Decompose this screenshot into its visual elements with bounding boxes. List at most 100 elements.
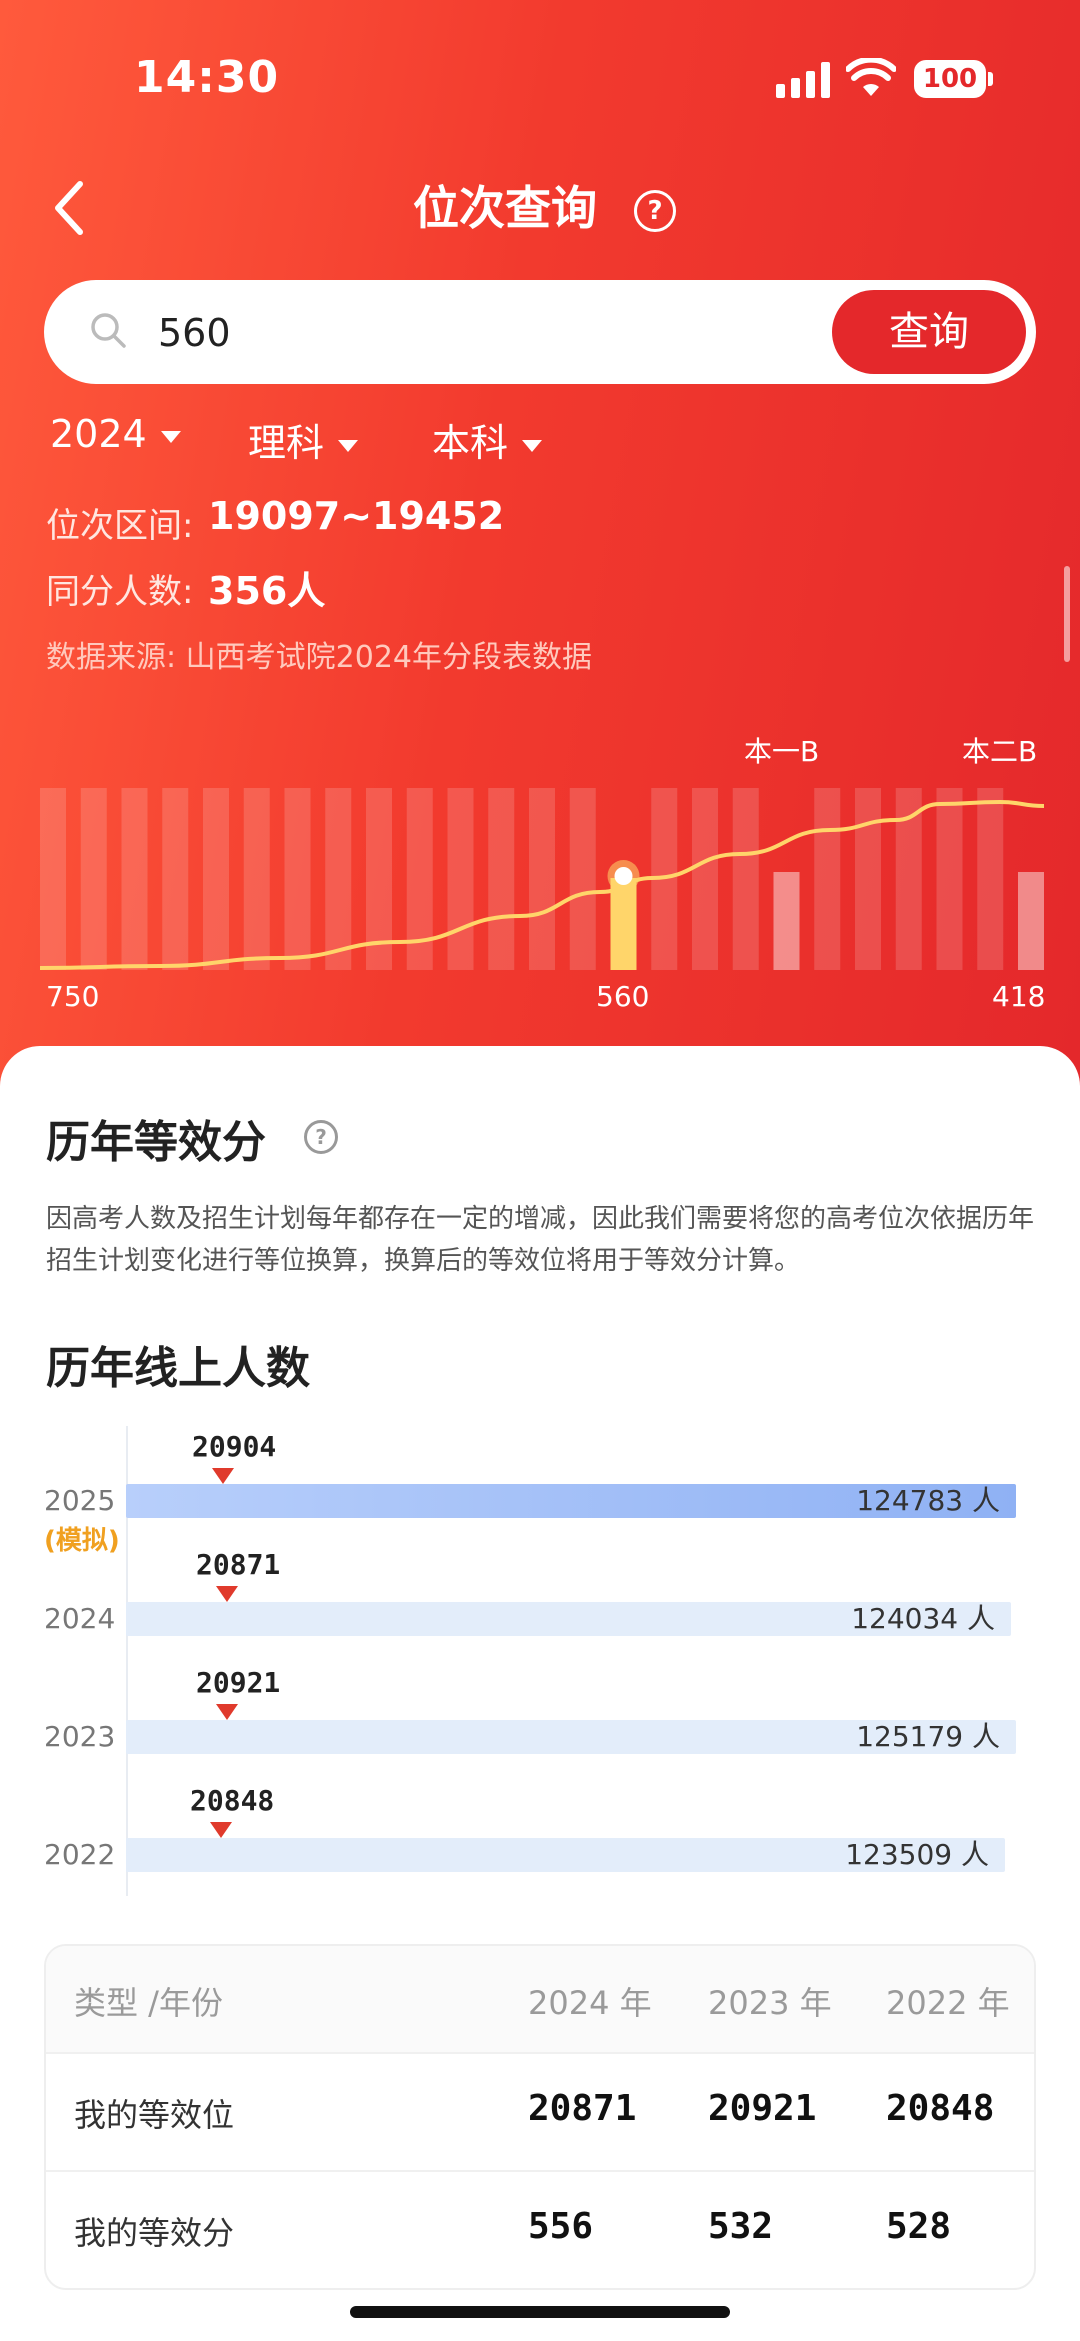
axis-label-right: 418 bbox=[992, 980, 1046, 1013]
header-2023: 2023 年 bbox=[708, 1984, 832, 2022]
rank-bar bbox=[529, 788, 555, 970]
rank-bar bbox=[121, 788, 148, 970]
rank-bar bbox=[569, 788, 596, 970]
rank-bar bbox=[936, 788, 963, 970]
year-total-value: 124783 人 bbox=[856, 1484, 1000, 1517]
year-filter-label: 2024 bbox=[50, 412, 147, 456]
year-label: 2024 bbox=[44, 1602, 116, 1635]
rank-distribution-chart bbox=[40, 788, 1044, 970]
year-total-bar: 123509 人 bbox=[126, 1838, 1005, 1872]
rank-bar bbox=[243, 788, 270, 970]
subject-filter-label: 理科 bbox=[248, 421, 325, 465]
help-icon[interactable]: ? bbox=[634, 190, 676, 232]
cell-value: 20871 bbox=[528, 2088, 637, 2129]
header-type-year: 类型 /年份 bbox=[74, 1984, 223, 2022]
rank-bar bbox=[40, 788, 66, 970]
rank-bar bbox=[773, 872, 800, 970]
year-total-bar: 125179 人 bbox=[126, 1720, 1016, 1754]
year-total-value: 125179 人 bbox=[856, 1720, 1000, 1753]
caret-down-icon bbox=[160, 430, 181, 443]
table-row: 我的等效分 556 532 528 bbox=[46, 2170, 1034, 2288]
rank-bar bbox=[610, 878, 637, 970]
header-2024: 2024 年 bbox=[528, 1984, 652, 2022]
rank-marker-value: 20904 bbox=[192, 1430, 277, 1463]
simulated-tag: (模拟) bbox=[44, 1526, 120, 1556]
rank-bar bbox=[692, 788, 718, 970]
caret-down-icon bbox=[522, 439, 543, 452]
rank-bar bbox=[162, 788, 189, 970]
rank-bar bbox=[814, 788, 841, 970]
back-arrow-icon[interactable] bbox=[50, 180, 90, 236]
header-background bbox=[0, 0, 1080, 1100]
subject-filter-dropdown[interactable]: 理科 bbox=[248, 412, 359, 467]
equiv-table: 类型 /年份 2024 年 2023 年 2022 年 我的等效位 20871 … bbox=[44, 1944, 1036, 2290]
home-indicator bbox=[350, 2306, 730, 2318]
caret-down-icon bbox=[338, 439, 359, 452]
page-title: 位次查询 bbox=[413, 181, 597, 235]
equiv-score-title: 历年等效分 bbox=[46, 1117, 266, 1168]
search-icon bbox=[91, 313, 126, 348]
cell-value: 528 bbox=[886, 2206, 952, 2247]
rank-bar bbox=[284, 788, 311, 970]
cell-value: 20848 bbox=[886, 2088, 995, 2129]
score-search-input[interactable] bbox=[156, 298, 760, 368]
battery-icon: 100 bbox=[914, 60, 986, 98]
help-icon[interactable]: ? bbox=[304, 1120, 338, 1154]
content-card: 历年等效分 ? 因高考人数及招生计划每年都存在一定的增减，因此我们需要将您的高考… bbox=[0, 1046, 1080, 2341]
level-filter-label: 本科 bbox=[432, 421, 509, 465]
equiv-score-description: 因高考人数及招生计划每年都存在一定的增减，因此我们需要将您的高考位次依据历年招生… bbox=[46, 1204, 1035, 1276]
cell-value: 532 bbox=[708, 2206, 774, 2247]
same-score-value: 356人 bbox=[208, 569, 326, 613]
year-label: 2022 bbox=[44, 1838, 116, 1871]
year-label: 2023 bbox=[44, 1720, 116, 1753]
rank-range-value: 19097~19452 bbox=[208, 494, 505, 538]
signal-icon bbox=[776, 62, 830, 98]
scrollbar-thumb[interactable] bbox=[1064, 566, 1070, 662]
rank-bar bbox=[203, 788, 229, 970]
rank-bar bbox=[366, 788, 392, 970]
rank-bar bbox=[325, 788, 352, 970]
rank-bar bbox=[855, 788, 881, 970]
line-label-ben2b: 本二B bbox=[962, 735, 1038, 768]
cell-value: 20921 bbox=[708, 2088, 817, 2129]
table-row: 我的等效位 20871 20921 20848 bbox=[46, 2052, 1034, 2172]
same-score-label: 同分人数: bbox=[46, 572, 194, 612]
rank-bar bbox=[895, 788, 922, 970]
marker-triangle-icon bbox=[216, 1586, 238, 1602]
year-total-value: 124034 人 bbox=[851, 1602, 995, 1635]
axis-label-left: 750 bbox=[46, 980, 100, 1013]
rank-bar bbox=[488, 788, 515, 970]
yearly-count-title: 历年线上人数 bbox=[46, 1343, 310, 1394]
rank-range-label: 位次区间: bbox=[46, 506, 194, 546]
axis-label-middle: 560 bbox=[596, 980, 650, 1013]
table-header: 类型 /年份 2024 年 2023 年 2022 年 bbox=[46, 1946, 1034, 2052]
year-label: 2025 bbox=[44, 1484, 116, 1517]
rank-bar bbox=[732, 788, 759, 970]
marker-triangle-icon bbox=[210, 1822, 232, 1838]
marker-triangle-icon bbox=[212, 1468, 234, 1484]
year-filter-dropdown[interactable]: 2024 bbox=[50, 412, 181, 456]
rank-marker-value: 20871 bbox=[196, 1548, 281, 1581]
wifi-icon bbox=[846, 58, 896, 96]
cell-value: 556 bbox=[528, 2206, 594, 2247]
header-2022: 2022 年 bbox=[886, 1984, 1010, 2022]
highlight-dot bbox=[614, 867, 633, 885]
bar-axis bbox=[126, 1426, 128, 1896]
row-label: 我的等效位 bbox=[74, 2096, 235, 2134]
rank-marker-value: 20921 bbox=[196, 1666, 281, 1699]
rank-marker-value: 20848 bbox=[190, 1784, 275, 1817]
query-button[interactable]: 查询 bbox=[832, 290, 1026, 374]
level-filter-dropdown[interactable]: 本科 bbox=[432, 412, 543, 467]
year-total-value: 123509 人 bbox=[845, 1838, 989, 1871]
battery-cap bbox=[988, 72, 993, 86]
search-bar: 查询 bbox=[44, 280, 1036, 384]
rank-bar bbox=[977, 788, 1004, 970]
rank-bar bbox=[447, 788, 474, 970]
rank-bar bbox=[80, 788, 107, 970]
year-total-bar: 124783 人 bbox=[126, 1484, 1016, 1518]
row-label: 我的等效分 bbox=[74, 2214, 235, 2252]
rank-bar bbox=[1018, 872, 1044, 970]
data-source: 数据来源: 山西考试院2024年分段表数据 bbox=[46, 640, 592, 675]
status-time: 14:30 bbox=[134, 52, 280, 103]
marker-triangle-icon bbox=[216, 1704, 238, 1720]
